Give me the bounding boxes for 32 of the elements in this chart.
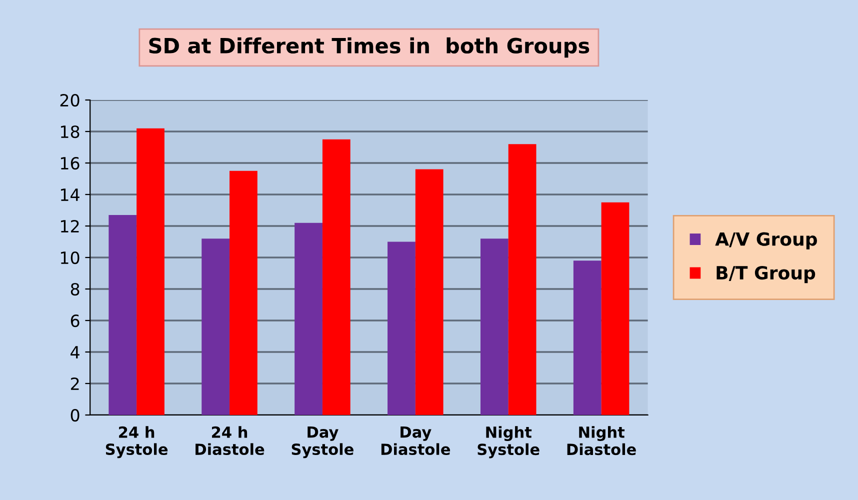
bar: [415, 169, 444, 415]
y-tick-label: 10: [60, 251, 80, 264]
bar: [202, 238, 230, 415]
bar: [573, 260, 602, 415]
legend-label: A/V Group: [715, 232, 817, 250]
y-tick-label: 18: [60, 125, 80, 138]
bar: [388, 242, 416, 415]
x-tick-label: Night Systole: [478, 426, 540, 458]
x-tick-label: 24 h Diastole: [196, 426, 264, 456]
bar: [136, 128, 164, 415]
bar: [601, 202, 630, 415]
bar: [108, 214, 137, 415]
y-tick-label: 12: [60, 220, 79, 232]
y-tick-label: 0: [70, 408, 80, 422]
y-tick-label: 14: [60, 188, 80, 201]
bar: [480, 238, 508, 415]
y-tick-label: 6: [70, 314, 80, 328]
x-tick-label: Night Diastole: [567, 426, 636, 456]
chart-title: SD at Different Times in both Groups: [149, 37, 590, 58]
x-tick-label: 24 h Systole: [106, 426, 168, 458]
y-tick-label: 2: [70, 377, 79, 390]
y-tick-label: 8: [70, 282, 80, 296]
bar: [230, 170, 258, 415]
y-tick-label: 16: [60, 156, 80, 170]
bar: [508, 144, 536, 415]
x-tick-label: Day Systole: [292, 426, 354, 458]
bar: [294, 222, 322, 415]
y-tick-label: 4: [70, 346, 80, 358]
legend-label: B/T Group: [716, 266, 816, 284]
x-tick-label: Day Diastole: [381, 426, 450, 456]
bar: [322, 139, 350, 415]
y-tick-label: 20: [60, 94, 80, 107]
